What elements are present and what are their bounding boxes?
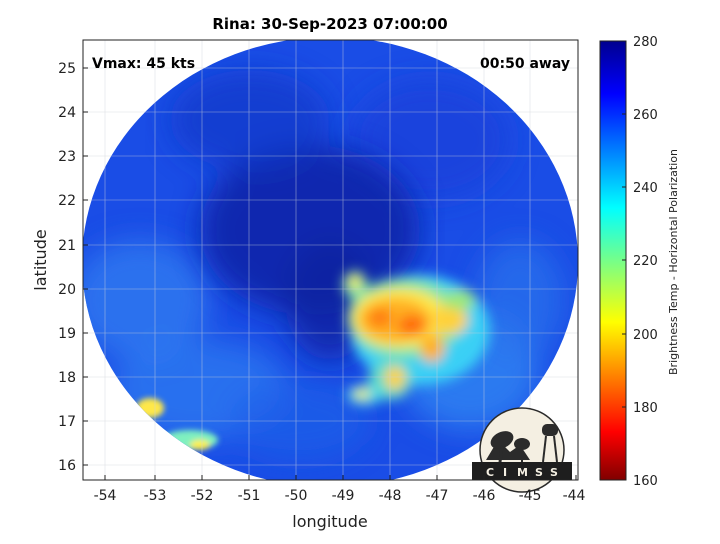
- microwave-swath: [83, 40, 578, 480]
- x-tick-label: -51: [238, 488, 261, 504]
- logo-letter: I: [503, 466, 507, 479]
- y-tick-label: 17: [58, 414, 76, 430]
- chart-title: Rina: 30-Sep-2023 07:00:00: [212, 15, 447, 33]
- cimss-logo: C I M S S: [472, 407, 572, 493]
- plot-frame: [82, 39, 579, 481]
- colorbar-tick-label: 240: [633, 181, 658, 196]
- y-tick-label: 16: [58, 458, 76, 474]
- colorbar-tick-label: 180: [633, 401, 658, 416]
- x-tick-label: -50: [285, 488, 308, 504]
- logo-letter: S: [550, 466, 558, 479]
- y-axis: [83, 67, 88, 466]
- colorbar-tick-label: 280: [633, 35, 658, 50]
- colorbar-tick-label: 260: [633, 108, 658, 123]
- x-tick-label: -52: [191, 488, 214, 504]
- y-tick-label: 25: [58, 61, 76, 77]
- x-tick-label: -46: [473, 488, 496, 504]
- logo-letter: S: [535, 466, 543, 479]
- y-tick-label: 18: [58, 370, 76, 386]
- colorbar-label: Brightness Temp - Horizontal Polarizatio…: [667, 149, 680, 375]
- y-tick-label: 21: [58, 238, 76, 254]
- colorbar-gradient: [599, 40, 627, 481]
- time-away-label: 00:50 away: [480, 56, 570, 72]
- logo-letter: M: [517, 466, 528, 479]
- y-tick-label: 19: [58, 326, 76, 342]
- grid-lines: [83, 40, 578, 480]
- x-tick-label: -54: [94, 488, 117, 504]
- x-tick-label: -48: [379, 488, 402, 504]
- y-tick-label: 22: [58, 193, 76, 209]
- logo-letter: C: [486, 466, 494, 479]
- y-tick-label: 20: [58, 282, 76, 298]
- x-tick-labels: -54 -53 -52 -51 -50 -49 -48 -47 -46 -45 …: [94, 488, 586, 504]
- x-tick-label: -45: [519, 488, 542, 504]
- y-axis-label: latitude: [31, 229, 50, 290]
- y-tick-labels: 16 17 18 19 20 21 22 23 24 25: [58, 61, 76, 474]
- x-axis-label: longitude: [292, 512, 367, 531]
- plot-area: [83, 40, 578, 480]
- colorbar-tick-label: 200: [633, 328, 658, 343]
- y-tick-label: 23: [58, 149, 76, 165]
- colorbar-tick-label: 160: [633, 474, 658, 489]
- x-tick-label: -53: [144, 488, 167, 504]
- colorbar: 280 260 240 220 200 180 160 Brightness T…: [599, 35, 680, 489]
- colorbar-tick-label: 220: [633, 254, 658, 269]
- x-tick-label: -44: [563, 488, 586, 504]
- x-axis: [104, 475, 577, 480]
- y-tick-label: 24: [58, 105, 76, 121]
- x-tick-label: -47: [426, 488, 449, 504]
- x-tick-label: -49: [332, 488, 355, 504]
- vmax-label: Vmax: 45 kts: [92, 56, 195, 72]
